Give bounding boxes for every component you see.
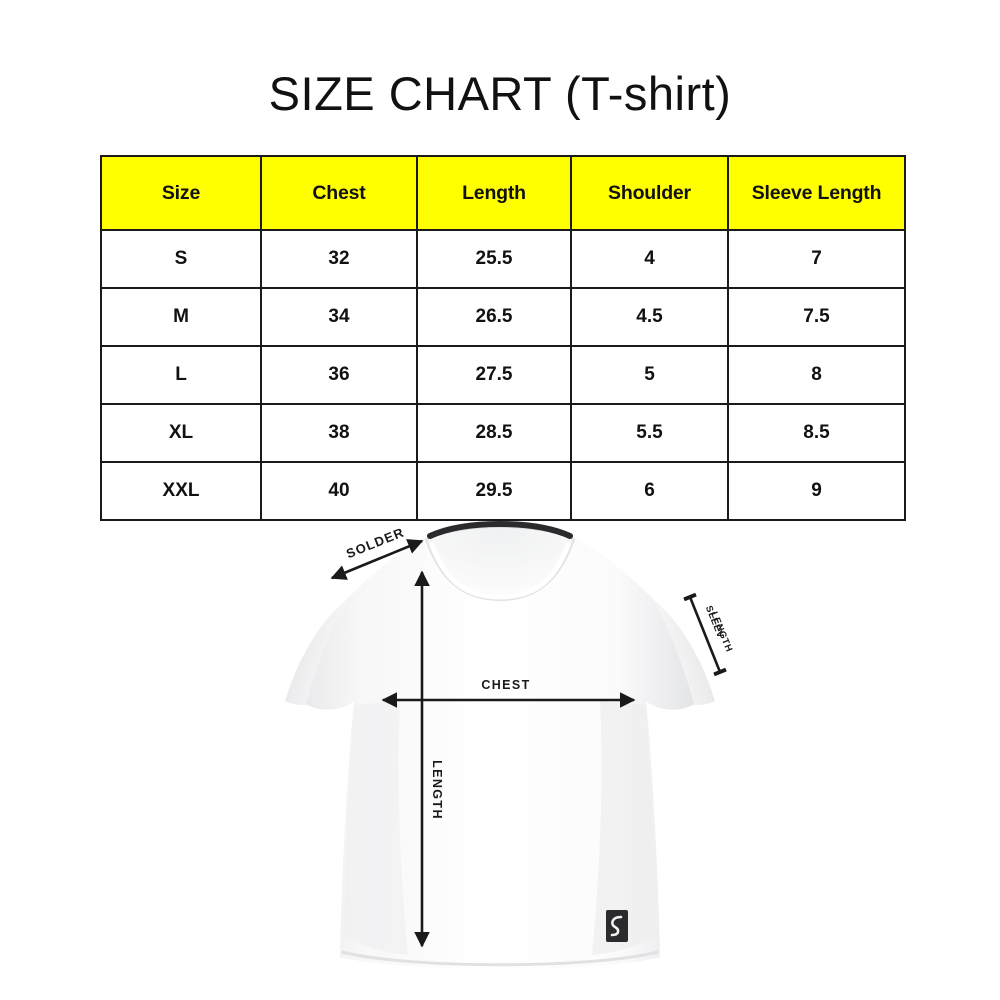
cell-chest: 32 [260,229,418,289]
collar-rib [429,542,571,600]
table-row: XXL 40 29.5 6 9 [100,461,906,521]
column-header-size: Size [100,155,262,231]
shirt-body [306,538,694,969]
tshirt-measurement-diagram: SOLDER SLEEV LENGTH CHEST LENGTH [250,505,750,990]
cell-size: S [100,229,262,289]
cell-shoulder: 6 [570,461,729,521]
cell-size: XL [100,403,262,463]
page-title: SIZE CHART (T-shirt) [268,67,732,120]
body-shading-right [592,701,656,955]
column-header-shoulder: Shoulder [570,155,729,231]
cell-length: 25.5 [416,229,572,289]
table-header-row: Size Chest Length Shoulder Sleeve Length [100,155,906,231]
sleeve-length-label-line2: LENGTH [708,610,734,654]
cell-size: M [100,287,262,347]
tshirt-graphic [285,520,715,969]
cell-chest: 40 [260,461,418,521]
collar [424,525,576,602]
cell-length: 29.5 [416,461,572,521]
table-row: XL 38 28.5 5.5 8.5 [100,403,906,463]
cell-size: XXL [100,461,262,521]
cell-length: 28.5 [416,403,572,463]
cell-shoulder: 5.5 [570,403,729,463]
column-header-sleeve-length: Sleeve Length [727,155,906,231]
size-chart-table-container: Size Chest Length Shoulder Sleeve Length… [100,155,906,521]
length-label: LENGTH [430,760,444,820]
cell-length: 26.5 [416,287,572,347]
table-row: L 36 27.5 5 8 [100,345,906,405]
cell-sleeve-length: 8 [727,345,906,405]
column-header-chest: Chest [260,155,418,231]
body-shading [344,701,408,955]
cell-sleeve-length: 7 [727,229,906,289]
cell-sleeve-length: 9 [727,461,906,521]
cell-chest: 38 [260,403,418,463]
cell-chest: 36 [260,345,418,405]
back-neck-band [427,520,573,539]
cell-shoulder: 4 [570,229,729,289]
cell-shoulder: 5 [570,345,729,405]
size-chart-table: Size Chest Length Shoulder Sleeve Length… [100,155,906,521]
brand-tag-icon [606,910,628,942]
table-header: Size Chest Length Shoulder Sleeve Length [100,155,906,231]
cell-chest: 34 [260,287,418,347]
table-row: S 32 25.5 4 7 [100,229,906,289]
cell-sleeve-length: 8.5 [727,403,906,463]
cell-shoulder: 4.5 [570,287,729,347]
column-header-length: Length [416,155,572,231]
cell-size: L [100,345,262,405]
chest-label: CHEST [481,678,530,692]
table-row: M 34 26.5 4.5 7.5 [100,287,906,347]
bottom-hem [341,950,659,967]
cell-sleeve-length: 7.5 [727,287,906,347]
table-body: S 32 25.5 4 7 M 34 26.5 4.5 7.5 L 36 27.… [100,229,906,521]
sleeve-length-arrow [683,592,727,677]
shoulder-arrow [330,539,424,580]
cell-length: 27.5 [416,345,572,405]
